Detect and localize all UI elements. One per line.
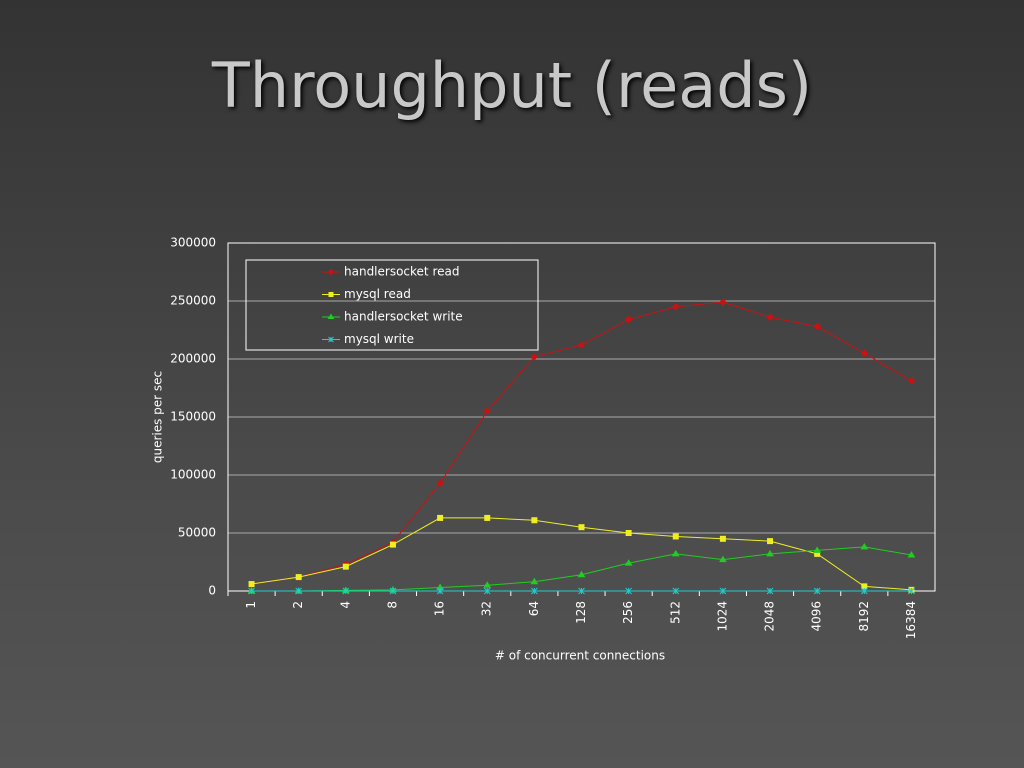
x-tick-label: 1 (244, 601, 258, 609)
y-tick-label: 150000 (170, 410, 216, 424)
legend: handlersocket read mysql read handlersocke… (245, 259, 539, 351)
point (625, 530, 632, 536)
point (436, 587, 444, 595)
point (907, 377, 916, 385)
x-tick-label: 16384 (904, 601, 918, 639)
point (577, 570, 586, 578)
point (767, 538, 774, 545)
legend-marker (328, 292, 334, 297)
point (719, 298, 727, 306)
point (483, 581, 492, 588)
point (248, 587, 255, 595)
point (766, 587, 774, 595)
point (719, 535, 726, 542)
legend-label: mysql read (344, 287, 411, 301)
point (578, 587, 585, 595)
x-tick-label: 2 (291, 601, 305, 609)
point (295, 587, 303, 595)
x-tick-label: 32 (480, 601, 494, 616)
point (248, 581, 255, 588)
point (530, 577, 539, 585)
legend-label: handlersocket read (344, 265, 459, 279)
point (625, 587, 632, 595)
y-tick-label: 200000 (170, 352, 216, 366)
point (860, 587, 868, 595)
legend-box (245, 259, 539, 351)
y-axis-title: queries per sec (151, 371, 165, 463)
point (483, 407, 491, 415)
y-tick-label: 100000 (170, 468, 216, 482)
x-axis-title: # of concurrent connections (495, 649, 665, 663)
legend-marker (328, 336, 334, 343)
point (483, 587, 491, 595)
x-tick-label: 8 (385, 601, 399, 609)
point (860, 349, 869, 357)
point (671, 549, 680, 557)
legend-marker (327, 268, 335, 276)
legend-marker (327, 313, 335, 319)
x-tick-label: 1024 (715, 601, 729, 632)
plot: 0 50000 100000 150000 200000 250000 300000 1 2 4 8… (170, 236, 936, 639)
point (719, 555, 727, 563)
x-tick-label: 2048 (763, 601, 777, 632)
point (813, 587, 821, 595)
point (813, 546, 822, 553)
point (860, 542, 869, 550)
x-tick-label: 256 (621, 601, 635, 624)
point (577, 341, 586, 349)
x-tick-label: 4096 (810, 601, 824, 632)
x-tick-label: 128 (574, 601, 588, 624)
point (436, 479, 444, 487)
y-tick-label: 50000 (178, 526, 216, 540)
legend-label: handlersocket write (344, 310, 463, 324)
point (624, 315, 633, 324)
point (766, 549, 774, 557)
legend-label: mysql write (344, 332, 414, 346)
point (813, 322, 821, 331)
point (766, 313, 774, 321)
point (672, 533, 679, 540)
slide-title: Throughput (reads) (211, 49, 812, 122)
point (672, 303, 680, 311)
x-tick-label: 4 (338, 601, 352, 609)
point (530, 352, 539, 361)
point (531, 517, 538, 524)
point (719, 587, 727, 595)
point (908, 587, 915, 595)
x-tick-label: 16 (433, 601, 447, 616)
y-tick-label: 250000 (170, 294, 216, 308)
x-tick-label: 64 (527, 601, 541, 616)
point (672, 587, 680, 595)
point (295, 574, 302, 581)
y-tick-label: 300000 (170, 236, 216, 250)
point (437, 514, 444, 521)
point (578, 524, 585, 531)
point (907, 551, 916, 558)
series-line (251, 546, 912, 592)
point (389, 587, 397, 595)
point (389, 541, 396, 548)
point (342, 563, 349, 570)
y-tick-label: 0 (208, 584, 216, 598)
point (531, 587, 538, 595)
point (342, 587, 350, 595)
x-tick-label: 8192 (857, 601, 871, 632)
x-tick-label: 512 (668, 601, 682, 624)
point (484, 514, 491, 521)
point (624, 559, 633, 566)
